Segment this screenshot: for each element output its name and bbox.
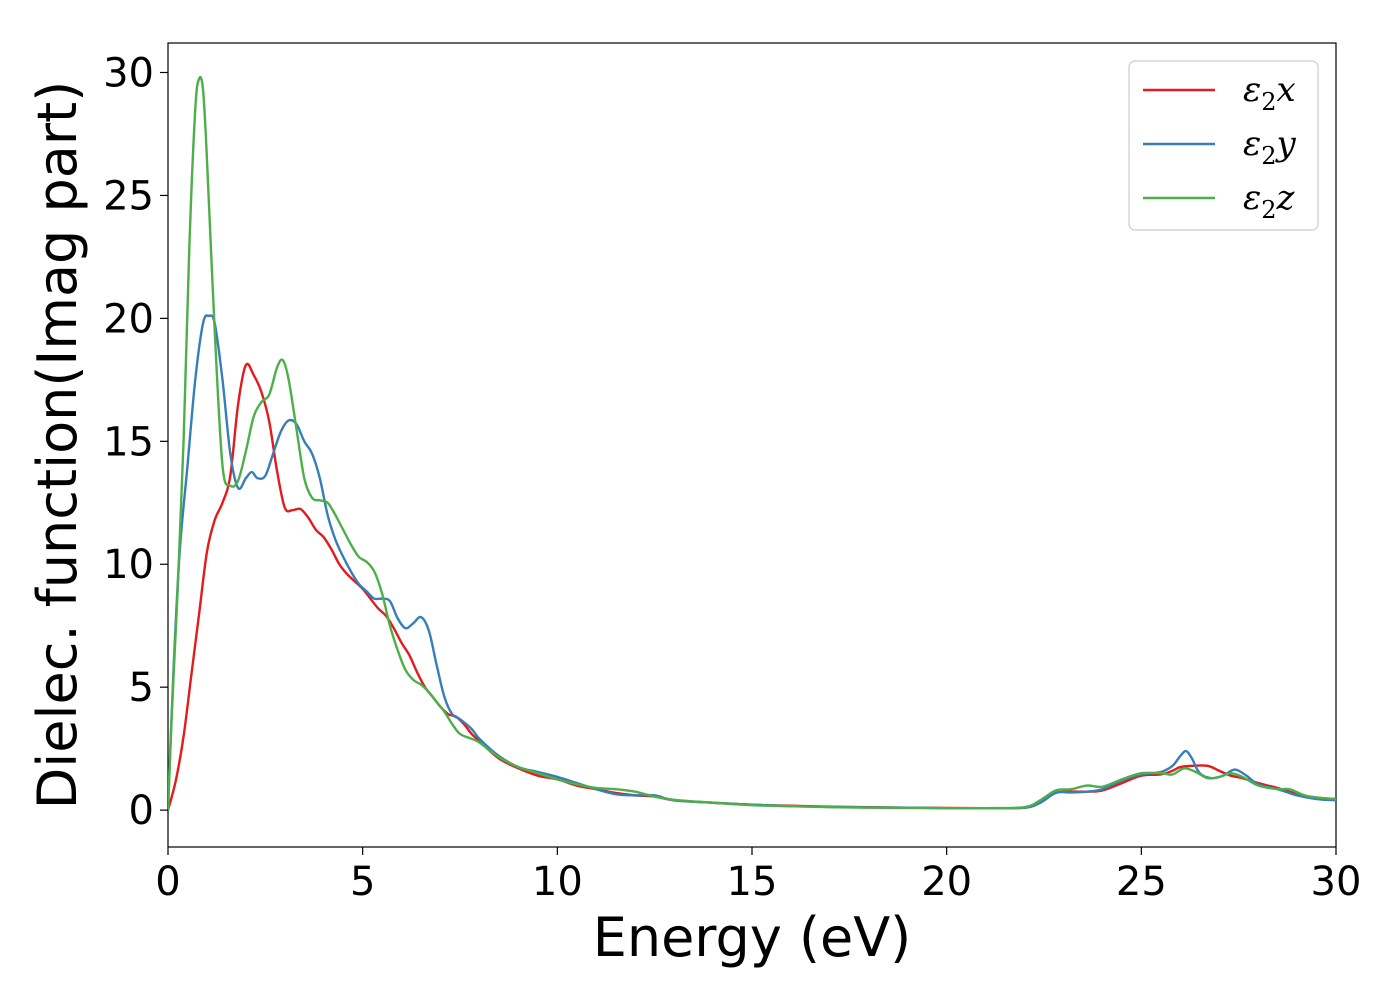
y-tick-label: 15	[103, 419, 154, 465]
x-tick-label: 10	[532, 859, 583, 905]
y-axis: 0 5 10 15 20 25 30	[103, 51, 168, 834]
series-line-z	[168, 75, 1336, 811]
series-line-y	[168, 314, 1336, 811]
y-tick-label: 25	[103, 173, 154, 219]
legend-label-x: ε2x	[1243, 70, 1296, 116]
x-tick-label: 15	[727, 859, 778, 905]
x-axis-label: Energy (eV)	[593, 906, 912, 969]
y-tick-label: 10	[103, 542, 154, 588]
x-axis: 0 5 10 15 20 25 30	[155, 847, 1361, 905]
x-tick-label: 25	[1116, 859, 1167, 905]
series-line-x	[168, 362, 1336, 811]
legend: ε2x ε2y ε2z	[1128, 60, 1319, 231]
legend-label-z: ε2z	[1243, 178, 1296, 224]
x-tick-label: 20	[921, 859, 972, 905]
x-tick-label: 5	[350, 859, 375, 905]
y-tick-label: 20	[103, 296, 154, 342]
legend-box	[1128, 60, 1319, 231]
y-tick-label: 0	[129, 788, 154, 834]
x-tick-label: 0	[155, 859, 180, 905]
x-tick-label: 30	[1311, 859, 1362, 905]
y-axis-label: Dielec. function(Imag part)	[26, 81, 89, 810]
series-layer	[168, 75, 1336, 811]
y-tick-label: 30	[103, 51, 154, 97]
legend-label-y: ε2y	[1243, 124, 1297, 170]
y-tick-label: 5	[129, 665, 154, 711]
